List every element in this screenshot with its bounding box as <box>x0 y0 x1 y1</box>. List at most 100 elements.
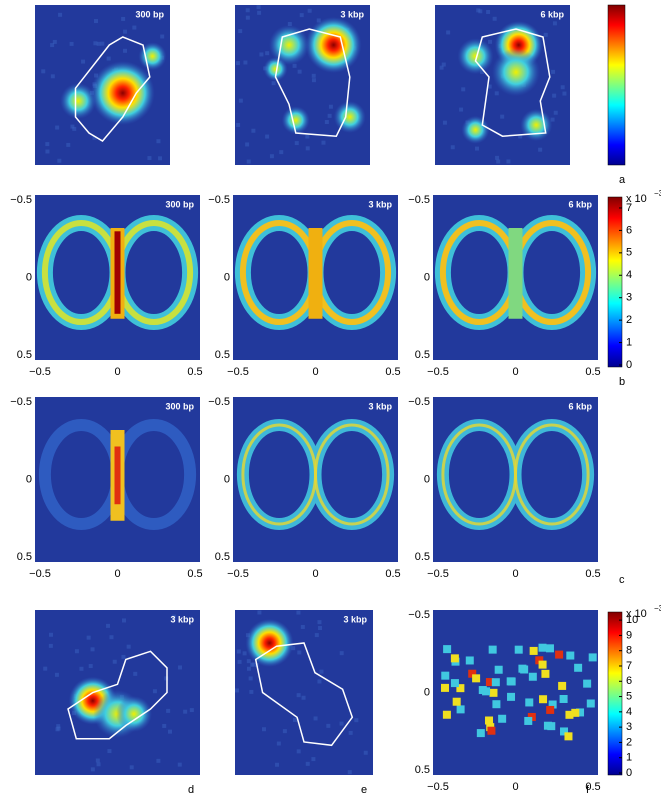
noise <box>441 62 446 67</box>
noise <box>347 770 352 775</box>
noise <box>189 708 194 713</box>
ring <box>514 423 590 526</box>
noise <box>58 12 63 17</box>
noise <box>243 60 248 65</box>
noise <box>242 651 247 656</box>
colorbar-tick-label: 5 <box>626 690 632 702</box>
pixel <box>539 695 548 704</box>
noise <box>90 767 95 772</box>
pixel <box>488 645 497 654</box>
colorbar-scale: x 10 <box>626 193 647 205</box>
noise <box>93 19 98 24</box>
noise <box>259 52 264 57</box>
colorbar-tick-label: 5 <box>626 247 632 259</box>
colorbar-tick-label: 0 <box>626 767 632 779</box>
blob <box>245 619 294 667</box>
noise <box>475 146 480 151</box>
noise <box>276 741 281 746</box>
center-bar <box>508 228 523 319</box>
outline <box>67 650 168 740</box>
colorbar-tick-label: 1 <box>626 336 632 348</box>
noise <box>236 122 241 127</box>
noise <box>123 48 128 53</box>
noise <box>257 610 262 615</box>
pixel <box>452 697 461 706</box>
noise <box>93 41 98 46</box>
noise <box>100 41 105 46</box>
x-tick-label: 0.5 <box>385 568 400 580</box>
x-tick-label: 0.5 <box>385 366 400 378</box>
y-tick-label: 0 <box>224 473 230 485</box>
noise <box>269 154 274 159</box>
noise <box>54 672 59 677</box>
noise <box>486 9 491 14</box>
pixel <box>528 672 537 681</box>
noise <box>177 762 182 767</box>
y-tick-label: −0.5 <box>408 194 430 206</box>
noise <box>500 114 505 119</box>
noise <box>313 716 318 721</box>
noise <box>543 32 548 37</box>
pixel <box>456 684 465 693</box>
pixel <box>507 692 516 701</box>
colorbar-exponent: −3 <box>654 604 661 613</box>
colorbar <box>607 196 623 368</box>
noise <box>311 757 316 762</box>
noise <box>56 724 61 729</box>
noise <box>249 689 254 694</box>
pixel <box>547 722 556 731</box>
y-tick-label: 0 <box>224 271 230 283</box>
noise <box>123 29 128 34</box>
noise <box>245 15 250 20</box>
noise <box>121 16 126 21</box>
noise <box>245 142 250 147</box>
colorbar-tick-label: 2 <box>626 314 632 326</box>
blob <box>520 109 553 141</box>
noise <box>45 142 50 147</box>
pixel <box>443 645 452 654</box>
noise <box>129 765 134 770</box>
blob <box>281 106 310 135</box>
noise <box>275 762 280 767</box>
pixel <box>441 671 450 680</box>
colorbar-tick-label: 4 <box>626 269 632 281</box>
pixel <box>441 683 450 692</box>
heatmap-panel <box>433 610 598 775</box>
noise <box>271 81 276 86</box>
noise <box>88 664 93 669</box>
pixel <box>520 665 529 674</box>
pixel <box>538 660 547 669</box>
noise <box>236 649 241 654</box>
pixel <box>564 732 573 741</box>
noise <box>96 762 101 767</box>
pixel <box>498 714 507 723</box>
noise <box>245 8 250 13</box>
noise <box>495 155 500 160</box>
noise <box>518 134 523 139</box>
pixel <box>583 679 592 688</box>
x-tick-label: 0 <box>312 568 318 580</box>
pixel <box>538 643 547 652</box>
heatmap-panel <box>35 397 200 562</box>
noise <box>158 156 163 161</box>
noise <box>183 709 188 714</box>
noise <box>43 666 48 671</box>
pixel <box>555 650 564 659</box>
noise <box>339 651 344 656</box>
noise <box>160 34 165 39</box>
noise <box>324 120 329 125</box>
noise <box>488 39 493 44</box>
pixel <box>485 678 494 687</box>
colorbar-tick-label: 3 <box>626 292 632 304</box>
noise <box>66 142 71 147</box>
x-tick-label: 0.5 <box>585 781 600 793</box>
noise <box>300 624 305 629</box>
y-tick-label: −0.5 <box>208 396 230 408</box>
noise <box>307 8 312 13</box>
colorbar <box>607 4 626 166</box>
noise <box>305 134 310 139</box>
blob <box>305 17 362 73</box>
pixel <box>558 681 567 690</box>
pixel <box>565 710 574 719</box>
